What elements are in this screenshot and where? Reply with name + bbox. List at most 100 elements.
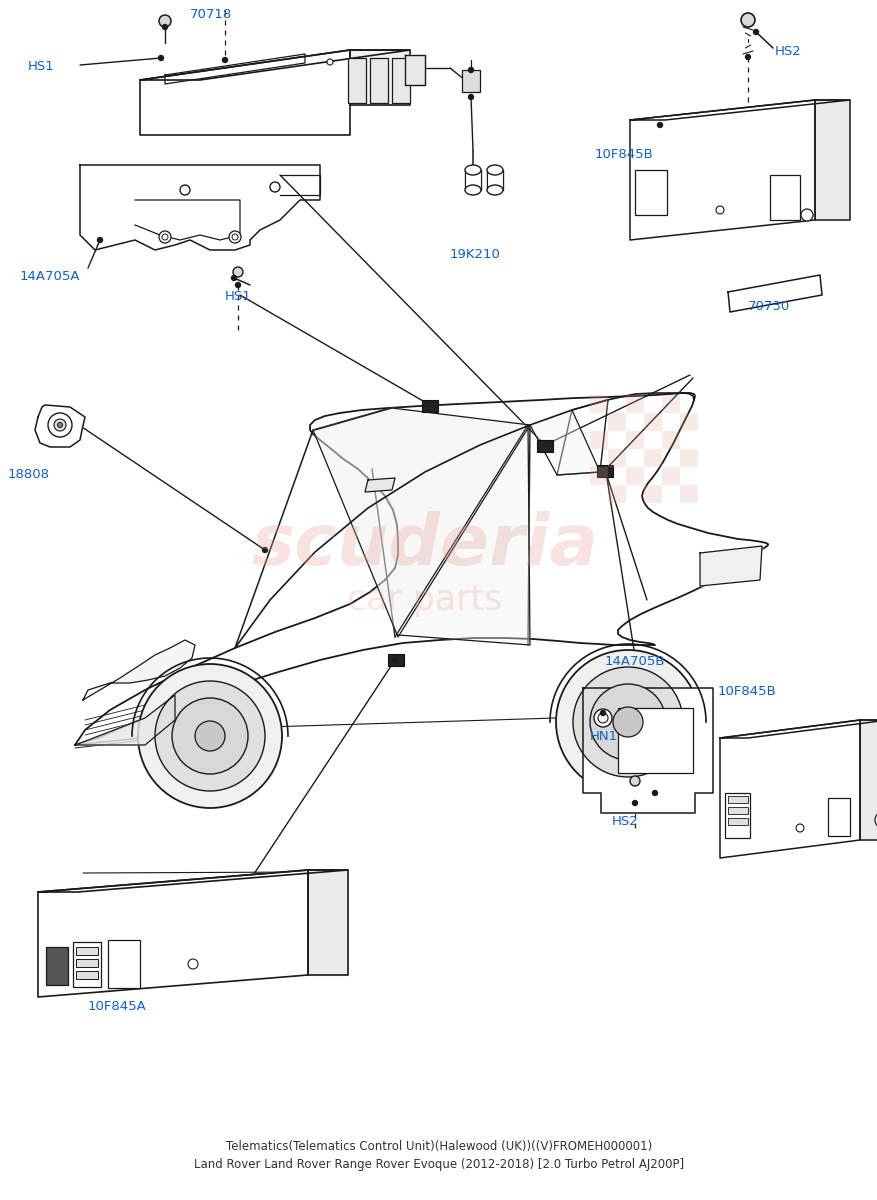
Bar	[724, 793, 749, 838]
Circle shape	[630, 776, 639, 786]
Bar	[391, 58, 410, 103]
Text: 10F845A: 10F845A	[88, 1000, 146, 1013]
Circle shape	[631, 800, 637, 805]
Circle shape	[162, 234, 168, 240]
Circle shape	[172, 698, 247, 774]
Circle shape	[155, 680, 265, 791]
Circle shape	[800, 209, 812, 221]
Bar	[347, 58, 366, 103]
Circle shape	[326, 59, 332, 65]
Bar	[643, 485, 661, 503]
Text: HS2: HS2	[774, 44, 801, 58]
Bar	[589, 431, 607, 449]
Bar	[76, 959, 98, 967]
Bar	[607, 485, 625, 503]
Text: 70730: 70730	[747, 300, 789, 313]
Polygon shape	[719, 720, 877, 738]
Bar	[537, 440, 553, 452]
Bar	[643, 413, 661, 431]
Text: scuderia: scuderia	[251, 510, 598, 580]
Circle shape	[652, 791, 657, 796]
Circle shape	[159, 55, 163, 60]
Polygon shape	[582, 688, 712, 814]
Bar	[827, 798, 849, 836]
Bar	[108, 940, 139, 988]
Polygon shape	[38, 870, 308, 997]
Polygon shape	[530, 410, 599, 475]
Circle shape	[657, 122, 662, 127]
Polygon shape	[630, 100, 849, 120]
Polygon shape	[38, 870, 347, 892]
Text: HS2: HS2	[611, 815, 638, 828]
Polygon shape	[630, 100, 814, 240]
Ellipse shape	[487, 185, 503, 194]
Polygon shape	[75, 392, 767, 745]
Circle shape	[600, 710, 605, 715]
Circle shape	[752, 30, 758, 35]
Bar	[679, 449, 697, 467]
Text: Land Rover Land Rover Range Rover Evoque (2012-2018) [2.0 Turbo Petrol AJ200P]: Land Rover Land Rover Range Rover Evoque…	[194, 1158, 683, 1171]
Text: Telematics(Telematics Control Unit)(Halewood (UK))((V)FROMEH000001): Telematics(Telematics Control Unit)(Hale…	[225, 1140, 652, 1153]
Text: 14A705A: 14A705A	[20, 270, 81, 283]
Circle shape	[222, 58, 227, 62]
Circle shape	[162, 24, 168, 30]
Circle shape	[262, 547, 267, 552]
Circle shape	[468, 67, 473, 72]
Bar	[607, 449, 625, 467]
Circle shape	[232, 234, 238, 240]
Polygon shape	[308, 870, 347, 974]
Circle shape	[715, 206, 724, 214]
Circle shape	[232, 266, 243, 277]
Bar	[634, 170, 667, 215]
Circle shape	[573, 667, 682, 778]
Circle shape	[159, 14, 171, 26]
Bar	[589, 467, 607, 485]
Bar	[661, 467, 679, 485]
Text: 14A705B: 14A705B	[604, 655, 665, 668]
Polygon shape	[350, 50, 410, 104]
Bar	[643, 449, 661, 467]
Circle shape	[468, 95, 473, 100]
Polygon shape	[78, 695, 175, 745]
Circle shape	[874, 812, 877, 828]
Bar	[46, 947, 68, 985]
Circle shape	[555, 650, 699, 794]
Bar	[589, 395, 607, 413]
Bar	[727, 806, 747, 814]
Text: 18808: 18808	[8, 468, 50, 481]
Polygon shape	[719, 720, 859, 858]
Circle shape	[392, 658, 397, 662]
Circle shape	[54, 419, 66, 431]
Ellipse shape	[465, 164, 481, 175]
Bar	[388, 654, 403, 666]
Bar	[73, 942, 101, 986]
Polygon shape	[727, 275, 821, 312]
Circle shape	[235, 282, 240, 288]
Circle shape	[159, 230, 171, 242]
Circle shape	[97, 238, 103, 242]
Bar	[727, 796, 747, 803]
Text: 19K210: 19K210	[450, 248, 500, 260]
Circle shape	[740, 13, 754, 26]
Text: 70718: 70718	[189, 8, 232, 20]
Bar	[76, 971, 98, 979]
Circle shape	[232, 276, 236, 281]
Bar	[679, 485, 697, 503]
Circle shape	[138, 664, 282, 808]
Bar	[617, 708, 692, 773]
Text: HS1: HS1	[225, 290, 252, 302]
Polygon shape	[35, 404, 85, 446]
Circle shape	[48, 413, 72, 437]
Bar	[625, 431, 643, 449]
Polygon shape	[859, 720, 877, 840]
Bar	[422, 400, 438, 412]
Bar	[625, 395, 643, 413]
Polygon shape	[699, 546, 761, 586]
Bar	[596, 464, 612, 476]
Bar	[607, 413, 625, 431]
Circle shape	[589, 684, 666, 760]
Text: 10F845B: 10F845B	[717, 685, 776, 698]
Polygon shape	[83, 640, 195, 700]
Circle shape	[188, 959, 198, 970]
Circle shape	[270, 182, 280, 192]
